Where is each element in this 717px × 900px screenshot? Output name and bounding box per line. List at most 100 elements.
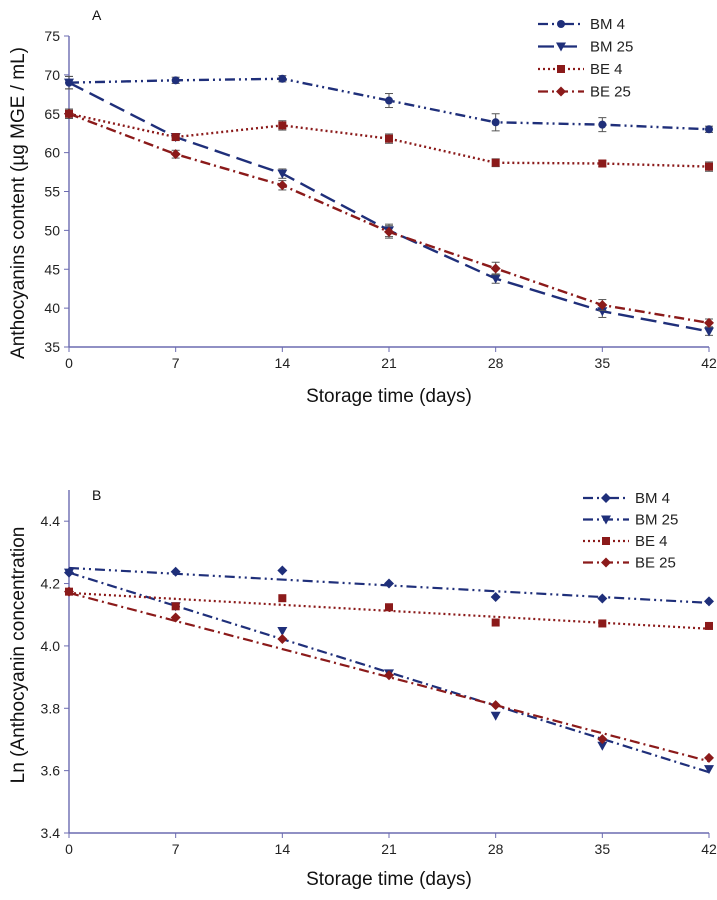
panel-a-y-tick-label: 45: [44, 261, 60, 277]
panel-a-legend-label: BE 4: [590, 61, 623, 78]
panel-a-series-be-25-point: [277, 180, 288, 191]
panel-b-y-tick-label: 4.2: [41, 576, 61, 592]
panel-b-x-tick-label: 21: [381, 841, 397, 857]
panel-b-series-bm-25-point: [64, 568, 74, 578]
panel-a-legend-label: BM 25: [590, 39, 633, 56]
panel-b-y-axis-title: Ln (Anthocyanin concentration: [8, 527, 29, 784]
panel-a-y-tick-label: 35: [44, 339, 60, 355]
panel-b-series-bm-4-point: [384, 578, 394, 589]
panel-a-x-tick-label: 28: [488, 355, 504, 371]
panel-b-series-be-25-point: [704, 752, 714, 763]
panel-b-legend-label: BE 25: [635, 555, 676, 572]
panel-b-series-bm-25-point: [277, 626, 288, 636]
panel-b-series-be-4-point: [171, 602, 180, 611]
panel-a-legend-item: BE 4: [538, 61, 623, 78]
panel-a-x-axis-title: Storage time (days): [306, 386, 472, 407]
panel-b-legend-item: BE 25: [583, 555, 676, 572]
panel-a-legend-item: BM 25: [538, 39, 633, 56]
panel-a-series-bm-4-point: [705, 125, 713, 134]
panel-a-legend-marker: [557, 65, 565, 73]
panel-b-series-be-25-point: [597, 734, 608, 745]
panel-b-legend-label: BM 25: [635, 512, 678, 529]
panel-b-series-be-4-point: [385, 603, 393, 612]
panel-b-legend-item: BE 4: [583, 533, 668, 550]
panel-a-series-bm-25: [64, 75, 714, 337]
panel-a-y-tick-label: 65: [44, 106, 60, 122]
panel-a-series-bm-4-point: [278, 74, 287, 83]
panel-b-x-tick-label: 35: [595, 841, 611, 857]
panel-b-x-tick-label: 28: [488, 841, 504, 857]
panel-a-series-be-25-point: [490, 263, 501, 274]
panel-a-legend-label: BM 4: [590, 16, 625, 33]
panel-b-series-bm-4-point: [490, 591, 501, 602]
panel-b-legend-marker: [601, 557, 611, 568]
panel-a-legend-marker: [556, 42, 566, 52]
panel-a-y-axis-title: Anthocyanins content (µg MGE / mL): [8, 47, 29, 359]
panel-a-legend-marker: [556, 86, 566, 97]
panel-b-series-bm-4-point: [597, 593, 608, 604]
panel-b-legend-marker: [601, 493, 611, 503]
panel-b-series-be-4-point: [598, 619, 607, 628]
panel-b-series-be-4-point: [278, 594, 287, 603]
panel-a-series-bm-25-point: [490, 274, 501, 284]
panel-b-series-bm-4-point: [704, 596, 714, 607]
panel-a-series-bm-25-line: [68, 81, 710, 333]
panel-b-series-be-25-point: [384, 670, 394, 681]
panel-b-series-bm-25-point: [704, 765, 714, 775]
panel-b-label: B: [92, 487, 101, 503]
panel-a-series-be-25-point: [384, 226, 394, 237]
panel-b-x-tick-label: 0: [65, 841, 73, 857]
panel-a-series-be-4-point: [278, 121, 287, 130]
panel-a-series-bm-25-point: [597, 307, 608, 317]
panel-a-series-be-4-point: [491, 158, 500, 167]
panel-a-series-bm-4-point: [598, 120, 607, 129]
panel-b-series-be-25: [64, 586, 714, 763]
panel-b-series-bm-25-point: [490, 711, 501, 721]
panel-a-x-tick-label: 42: [701, 355, 717, 371]
panel-a-series-be-25-point: [704, 317, 714, 328]
panel-a-series-be-25: [64, 108, 714, 328]
panel-a-label: A: [92, 7, 102, 23]
panel-b-y-tick-label: 3.8: [41, 700, 61, 716]
panel-a-series-be-25-point: [597, 300, 608, 311]
panel-b-series-be-4-point: [491, 618, 500, 627]
panel-a-series-be-4-point: [598, 159, 607, 168]
panel-b-y-tick-label: 4.0: [41, 638, 61, 654]
panel-b-legend-label: BE 4: [635, 533, 668, 550]
panel-b-y-tick-label: 3.4: [41, 825, 61, 841]
panel-b-series-be-25-point: [64, 586, 74, 597]
panel-a-series-be-4-point: [385, 134, 393, 143]
panel-a-series-be-25-point: [64, 108, 74, 119]
panel-a-y-tick-label: 55: [44, 184, 60, 200]
panel-b-x-axis-title: Storage time (days): [306, 869, 472, 890]
panel-a-y-tick-label: 50: [44, 222, 60, 238]
panel-b-legend-label: BM 4: [635, 490, 670, 507]
panel-a-x-tick-label: 0: [65, 355, 73, 371]
panel-a-legend-label: BE 25: [590, 84, 631, 101]
panel-a-y-tick-label: 75: [44, 28, 60, 44]
panel-a-series-bm-4-point: [171, 76, 180, 85]
panel-b-legend-marker: [602, 537, 610, 545]
panel-a-series-bm-4-point: [491, 118, 500, 127]
panel-a-x-tick-label: 14: [275, 355, 291, 371]
panel-a-series-bm-25-point: [64, 78, 74, 88]
panel-a-legend-item: BM 4: [538, 16, 625, 33]
panel-a-legend-item: BE 25: [538, 84, 631, 101]
panel-a-series-be-4-point: [171, 133, 180, 142]
panel-b-series-be-4-point: [705, 621, 713, 630]
panel-b-x-tick-label: 7: [172, 841, 180, 857]
panel-a-series-be-4: [65, 108, 713, 172]
panel-b-series-bm-4: [64, 565, 714, 607]
panel-b-series-be-25-point: [170, 612, 181, 623]
panel-a-series-be-25-line: [68, 112, 710, 325]
panel-b-legend-item: BM 25: [583, 512, 678, 529]
panel-a-legend-marker: [557, 20, 565, 28]
panel-a-series-bm-25-point: [277, 169, 288, 179]
panel-b-legend-item: BM 4: [583, 490, 670, 507]
panel-a-x-tick-label: 35: [595, 355, 611, 371]
panel-b-series-be-4: [65, 587, 713, 630]
panel-a-y-tick-label: 70: [44, 67, 60, 83]
panel-a-series-be-4-point: [705, 162, 713, 171]
panel-b-series-bm-4-point: [170, 566, 181, 577]
